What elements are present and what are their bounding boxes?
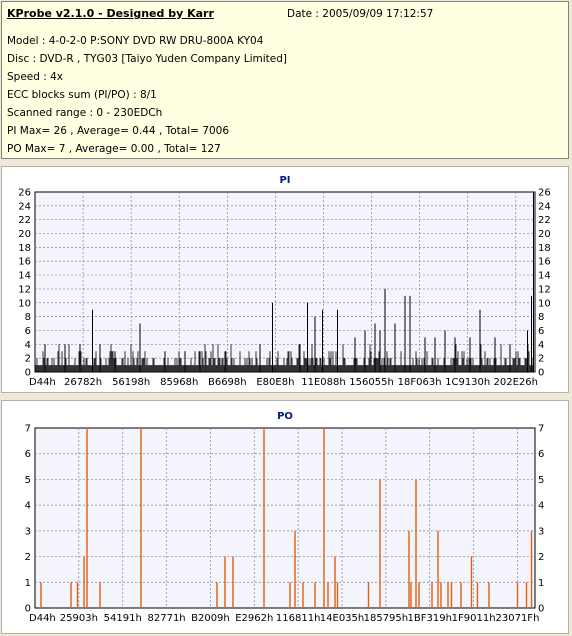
x-tick-label: B6698h [208,377,247,388]
y-tick-label-right: 26 [538,188,551,199]
x-tick-label: 26782h [64,377,102,388]
x-tick-label: E2962h [235,613,273,624]
y-tick-label-left: 7 [25,424,31,435]
po-stats-line: PO Max= 7 , Average= 0.00 , Total= 127 [7,143,221,155]
x-tick-label: 54191h [104,613,142,624]
x-tick-label: 116811h [276,613,321,624]
y-tick-label-right: 6 [538,449,544,460]
y-tick-label-right: 0 [538,604,544,615]
x-tick-label: 1BF319h [408,613,452,624]
y-tick-label-left: 1 [25,578,31,589]
x-tick-label: 56198h [112,377,150,388]
plot-area [34,427,536,609]
y-tick-label-left: 0 [25,604,31,615]
x-tick-label: 11E088h [301,377,345,388]
y-tick-label-right: 2 [538,552,544,563]
speed-line: Speed : 4x [7,71,64,83]
y-tick-label-left: 0 [25,368,31,379]
x-tick-label: 82771h [148,613,186,624]
y-tick-label-left: 16 [18,257,31,268]
chart-title: PO [277,411,293,422]
y-tick-label-right: 3 [538,526,544,537]
y-tick-label-right: 4 [538,501,544,512]
plot-area [34,191,536,373]
x-tick-label: D44h [29,377,56,388]
y-tick-label-left: 4 [25,340,31,351]
x-tick-label: 185795h [364,613,409,624]
y-tick-label-right: 4 [538,340,544,351]
y-tick-label-left: 3 [25,526,31,537]
y-tick-label-left: 2 [25,552,31,563]
po-chart: PO 0 0 1 1 2 2 3 3 4 4 5 5 6 6 7 7 D44h 25903h 54191h 82771h… [25,411,545,624]
y-tick-label-right: 7 [538,424,544,435]
x-tick-label: B2009h [191,613,230,624]
y-tick-label-left: 14 [18,271,31,282]
chart-title: PI [279,175,290,186]
x-tick-label: 202E26h [494,377,538,388]
model-line: Model : 4-0-2-0 P:SONY DVD RW DRU-800A K… [7,35,264,47]
scan-date: Date : 2005/09/09 17:12:57 [287,8,434,20]
y-tick-label-right: 6 [538,326,544,337]
x-tick-label: D44h [29,613,56,624]
y-tick-label-left: 12 [18,284,31,295]
range-line: Scanned range : 0 - 230EDCh [7,107,163,119]
y-tick-label-right: 2 [538,354,544,365]
y-tick-label-right: 20 [538,229,551,240]
y-tick-label-left: 20 [18,229,31,240]
y-tick-label-right: 14 [538,271,551,282]
y-tick-label-right: 5 [538,475,544,486]
y-tick-label-left: 24 [18,201,31,212]
pi-chart-panel: PI 0 0 2 2 4 4 6 6 8 8 10 10 12 12 14 14 16 16 18 18 20 20 22 22… [1,166,569,393]
info-panel: KProbe v2.1.0 - Designed by Karr Date : … [1,1,569,159]
y-tick-label-right: 8 [538,312,544,323]
y-tick-label-left: 5 [25,475,31,486]
y-tick-label-left: 10 [18,298,31,309]
x-tick-label: 23071Fh [496,613,540,624]
y-tick-label-right: 18 [538,243,551,254]
y-tick-label-left: 26 [18,188,31,199]
y-tick-label-left: 2 [25,354,31,365]
y-tick-label-right: 1 [538,578,544,589]
y-tick-label-right: 10 [538,298,551,309]
ecc-line: ECC blocks sum (PI/PO) : 8/1 [7,89,157,101]
disc-line: Disc : DVD-R , TYG03 [Taiyo Yuden Compan… [7,53,288,65]
x-tick-label: 1F9011h [452,613,496,624]
x-tick-label: 156055h [349,377,394,388]
y-tick-label-left: 8 [25,312,31,323]
y-tick-label-right: 24 [538,201,551,212]
y-tick-label-right: 22 [538,215,551,226]
y-tick-label-right: 16 [538,257,551,268]
y-tick-label-left: 22 [18,215,31,226]
app-title: KProbe v2.1.0 - Designed by Karr [7,7,214,20]
y-tick-label-right: 0 [538,368,544,379]
pi-stats-line: PI Max= 26 , Average= 0.44 , Total= 7006 [7,125,230,137]
y-tick-label-right: 12 [538,284,551,295]
x-tick-label: 1C9130h [445,377,490,388]
x-tick-label: E80E8h [256,377,294,388]
y-tick-label-left: 4 [25,501,31,512]
x-tick-label: 85968h [160,377,198,388]
x-tick-label: 25903h [60,613,98,624]
y-tick-label-left: 6 [25,449,31,460]
x-tick-label: 18F063h [398,377,442,388]
x-tick-label: 14E035h [320,613,364,624]
po-chart-panel: PO 0 0 1 1 2 2 3 3 4 4 5 5 6 6 7 7 D44h 25903h 54191h 82771h… [1,400,569,634]
y-tick-label-left: 18 [18,243,31,254]
y-tick-label-left: 6 [25,326,31,337]
